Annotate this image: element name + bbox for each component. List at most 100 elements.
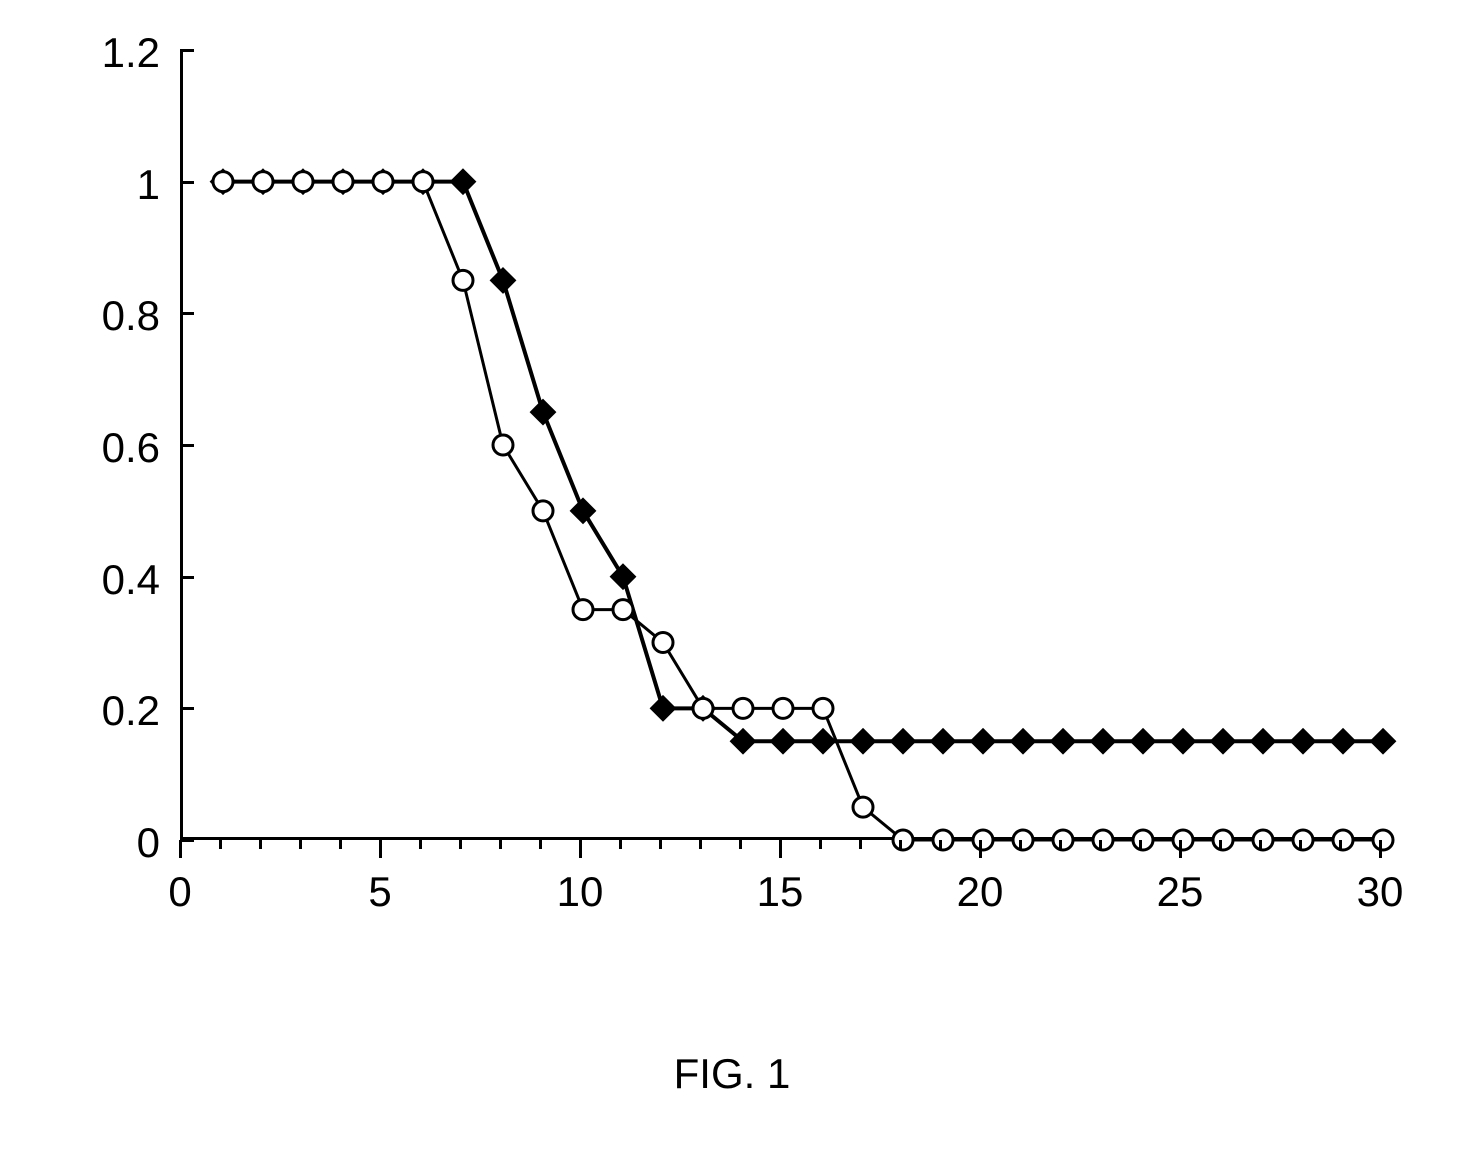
x-minor-tick-mark	[219, 840, 222, 849]
x-minor-tick-mark	[659, 840, 662, 849]
y-tick-mark	[180, 444, 194, 447]
marker-series-hollow	[1253, 830, 1273, 850]
marker-series-hollow	[693, 698, 713, 718]
y-tick-mark	[180, 181, 194, 184]
marker-series-hollow	[933, 830, 953, 850]
marker-series-hollow	[373, 172, 393, 192]
marker-series-filled	[651, 696, 675, 720]
marker-series-hollow	[733, 698, 753, 718]
marker-series-hollow	[1013, 830, 1033, 850]
marker-series-filled	[451, 170, 475, 194]
y-tick-label: 0.2	[60, 687, 160, 735]
y-tick-mark	[180, 576, 194, 579]
marker-series-hollow	[493, 435, 513, 455]
x-tick-label: 15	[740, 868, 820, 916]
x-minor-tick-mark	[1299, 840, 1302, 849]
marker-series-hollow	[1373, 830, 1393, 850]
y-tick-label: 0.8	[60, 292, 160, 340]
x-major-tick-mark	[579, 840, 582, 858]
x-tick-label: 5	[340, 868, 420, 916]
x-minor-tick-mark	[339, 840, 342, 849]
x-minor-tick-mark	[1019, 840, 1022, 849]
x-major-tick-mark	[979, 840, 982, 858]
marker-series-filled	[1251, 729, 1275, 753]
x-tick-label: 30	[1340, 868, 1420, 916]
y-tick-label: 0.4	[60, 556, 160, 604]
marker-series-filled	[891, 729, 915, 753]
marker-series-hollow	[613, 600, 633, 620]
marker-series-filled	[571, 499, 595, 523]
marker-series-filled	[611, 565, 635, 589]
marker-series-hollow	[333, 172, 353, 192]
plot-area	[180, 50, 1380, 840]
y-tick-label: 1	[60, 161, 160, 209]
marker-series-filled	[1051, 729, 1075, 753]
marker-series-filled	[491, 268, 515, 292]
marker-series-filled	[1331, 729, 1355, 753]
x-major-tick-mark	[179, 840, 182, 858]
x-minor-tick-mark	[699, 840, 702, 849]
marker-series-filled	[1091, 729, 1115, 753]
marker-series-filled	[931, 729, 955, 753]
x-minor-tick-mark	[259, 840, 262, 849]
marker-series-hollow	[1173, 830, 1193, 850]
x-tick-label: 10	[540, 868, 620, 916]
marker-series-filled	[771, 729, 795, 753]
x-tick-label: 0	[140, 868, 220, 916]
x-minor-tick-mark	[1059, 840, 1062, 849]
marker-series-hollow	[813, 698, 833, 718]
marker-series-hollow	[573, 600, 593, 620]
marker-series-filled	[1371, 729, 1395, 753]
y-tick-label: 1.2	[60, 29, 160, 77]
x-minor-tick-mark	[1139, 840, 1142, 849]
marker-series-filled	[531, 400, 555, 424]
marker-series-hollow	[1293, 830, 1313, 850]
marker-series-filled	[971, 729, 995, 753]
x-tick-label: 20	[940, 868, 1020, 916]
x-minor-tick-mark	[739, 840, 742, 849]
x-minor-tick-mark	[1339, 840, 1342, 849]
marker-series-filled	[1291, 729, 1315, 753]
x-minor-tick-mark	[1219, 840, 1222, 849]
x-minor-tick-mark	[1259, 840, 1262, 849]
y-tick-label: 0.6	[60, 424, 160, 472]
x-minor-tick-mark	[539, 840, 542, 849]
marker-series-hollow	[293, 172, 313, 192]
chart-svg	[183, 50, 1383, 840]
marker-series-hollow	[453, 270, 473, 290]
y-tick-mark	[180, 707, 194, 710]
marker-series-hollow	[853, 797, 873, 817]
marker-series-hollow	[1093, 830, 1113, 850]
y-tick-mark	[180, 312, 194, 315]
chart-container: 00.20.40.60.811.2 051015202530	[60, 40, 1410, 940]
marker-series-filled	[1171, 729, 1195, 753]
y-tick-mark	[180, 839, 194, 842]
x-minor-tick-mark	[499, 840, 502, 849]
x-tick-label: 25	[1140, 868, 1220, 916]
marker-series-hollow	[413, 172, 433, 192]
marker-series-hollow	[1053, 830, 1073, 850]
x-minor-tick-mark	[859, 840, 862, 849]
marker-series-hollow	[1213, 830, 1233, 850]
x-major-tick-mark	[1179, 840, 1182, 858]
x-minor-tick-mark	[299, 840, 302, 849]
series-line-series-filled	[223, 182, 1383, 742]
x-major-tick-mark	[1379, 840, 1382, 858]
y-tick-label: 0	[60, 819, 160, 867]
marker-series-hollow	[773, 698, 793, 718]
x-minor-tick-mark	[459, 840, 462, 849]
x-minor-tick-mark	[819, 840, 822, 849]
x-minor-tick-mark	[939, 840, 942, 849]
marker-series-filled	[1211, 729, 1235, 753]
x-minor-tick-mark	[619, 840, 622, 849]
x-minor-tick-mark	[899, 840, 902, 849]
marker-series-filled	[1131, 729, 1155, 753]
marker-series-filled	[851, 729, 875, 753]
marker-series-hollow	[653, 633, 673, 653]
marker-series-hollow	[213, 172, 233, 192]
marker-series-hollow	[893, 830, 913, 850]
x-minor-tick-mark	[1099, 840, 1102, 849]
marker-series-hollow	[533, 501, 553, 521]
marker-series-hollow	[1133, 830, 1153, 850]
figure-caption: FIG. 1	[0, 1050, 1464, 1098]
